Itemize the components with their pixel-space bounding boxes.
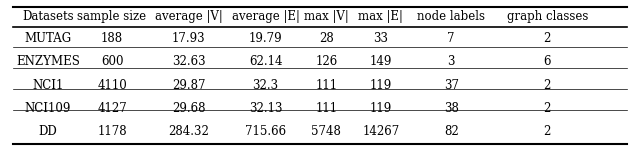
- Text: 7: 7: [447, 32, 455, 45]
- Text: max |E|: max |E|: [358, 10, 403, 23]
- Text: graph classes: graph classes: [506, 10, 588, 23]
- Text: ENZYMES: ENZYMES: [16, 55, 80, 68]
- Text: 111: 111: [316, 79, 337, 92]
- Text: 14267: 14267: [362, 125, 399, 138]
- Text: 2: 2: [543, 32, 551, 45]
- Text: 17.93: 17.93: [172, 32, 205, 45]
- Text: 4110: 4110: [97, 79, 127, 92]
- Text: 4127: 4127: [97, 102, 127, 115]
- Text: 62.14: 62.14: [249, 55, 282, 68]
- Text: sample size: sample size: [77, 10, 147, 23]
- Text: 38: 38: [444, 102, 459, 115]
- Text: 188: 188: [101, 32, 123, 45]
- Text: 3: 3: [447, 55, 455, 68]
- Text: 600: 600: [100, 55, 124, 68]
- Text: 119: 119: [370, 102, 392, 115]
- Text: node labels: node labels: [417, 10, 485, 23]
- Text: MUTAG: MUTAG: [24, 32, 72, 45]
- Text: 2: 2: [543, 102, 551, 115]
- Text: 32.13: 32.13: [249, 102, 282, 115]
- Text: 2: 2: [543, 79, 551, 92]
- Text: 149: 149: [370, 55, 392, 68]
- Text: 126: 126: [316, 55, 337, 68]
- Text: 6: 6: [543, 55, 551, 68]
- Text: 37: 37: [444, 79, 459, 92]
- Text: 29.68: 29.68: [172, 102, 205, 115]
- Text: 19.79: 19.79: [249, 32, 282, 45]
- Text: DD: DD: [38, 125, 58, 138]
- Text: average |E|: average |E|: [232, 10, 300, 23]
- Text: 82: 82: [444, 125, 459, 138]
- Text: 715.66: 715.66: [245, 125, 286, 138]
- Text: 111: 111: [316, 102, 337, 115]
- Text: average |V|: average |V|: [155, 10, 223, 23]
- Text: NCI109: NCI109: [25, 102, 71, 115]
- Text: 284.32: 284.32: [168, 125, 209, 138]
- Text: 29.87: 29.87: [172, 79, 205, 92]
- Text: 32.63: 32.63: [172, 55, 205, 68]
- Text: 2: 2: [543, 125, 551, 138]
- Text: 5748: 5748: [312, 125, 341, 138]
- Text: 33: 33: [373, 32, 388, 45]
- Text: NCI1: NCI1: [32, 79, 64, 92]
- Text: Datasets: Datasets: [22, 10, 74, 23]
- Text: 28: 28: [319, 32, 334, 45]
- Text: 1178: 1178: [97, 125, 127, 138]
- Text: 119: 119: [370, 79, 392, 92]
- Text: max |V|: max |V|: [304, 10, 349, 23]
- Text: 32.3: 32.3: [253, 79, 278, 92]
